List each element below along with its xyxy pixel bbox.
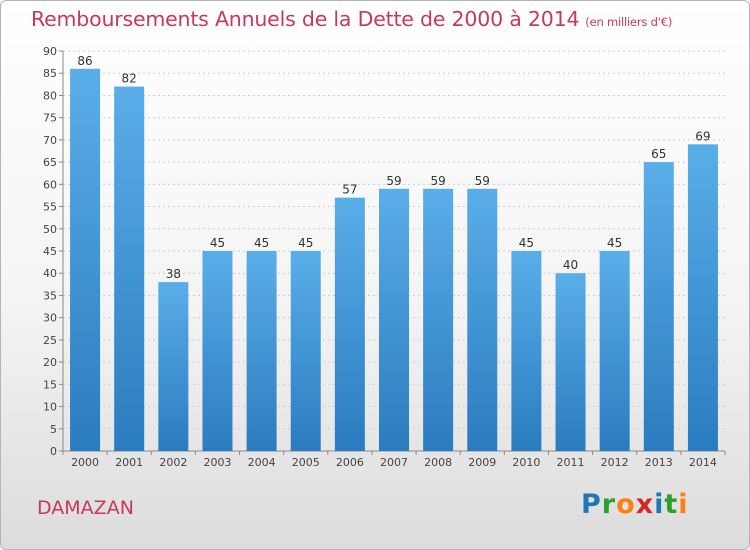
x-tick-label: 2001	[115, 456, 143, 469]
chart-title: Remboursements Annuels de la Dette de 20…	[31, 7, 672, 31]
bar	[423, 188, 454, 451]
y-tick-label: 65	[43, 156, 57, 169]
x-tick-label: 2005	[292, 456, 320, 469]
brand-letter: x	[635, 489, 655, 520]
bar-value-label: 40	[563, 258, 578, 272]
y-tick-label: 45	[43, 245, 57, 258]
brand-letter: P	[581, 489, 602, 520]
y-tick-label: 70	[43, 134, 57, 147]
bar-value-label: 82	[122, 72, 137, 86]
y-tick-label: 60	[43, 178, 57, 191]
brand-letter: r	[601, 489, 617, 520]
y-tick-label: 15	[43, 378, 57, 391]
x-tick-label: 2002	[159, 456, 187, 469]
bar	[599, 251, 630, 451]
brand-letter: i	[654, 489, 665, 520]
proxiti-logo: Proxiti	[581, 489, 689, 520]
bar-value-label: 45	[607, 236, 622, 250]
bar-value-label: 45	[298, 236, 313, 250]
bar	[334, 197, 365, 451]
bar	[158, 282, 189, 451]
y-tick-label: 0	[50, 445, 57, 458]
y-tick-label: 85	[43, 67, 57, 80]
y-tick-label: 50	[43, 223, 57, 236]
bar-value-label: 59	[430, 174, 445, 188]
bar-value-label: 38	[166, 267, 181, 281]
y-tick-label: 5	[50, 423, 57, 436]
x-tick-label: 2011	[557, 456, 585, 469]
x-tick-label: 2000	[71, 456, 99, 469]
bar	[290, 251, 321, 451]
y-tick-label: 25	[43, 334, 57, 347]
chart-unit: (en milliers d'€)	[585, 15, 673, 29]
brand-letter: t	[664, 489, 679, 520]
y-tick-label: 40	[43, 267, 57, 280]
bar	[687, 144, 718, 452]
y-tick-label: 20	[43, 356, 57, 369]
x-tick-label: 2007	[380, 456, 408, 469]
bars	[70, 68, 718, 452]
bar	[246, 251, 277, 451]
x-tick-label: 2006	[336, 456, 364, 469]
y-tick-label: 80	[43, 89, 57, 102]
bar-value-label: 59	[386, 174, 401, 188]
x-tick-label: 2003	[203, 456, 231, 469]
bar	[467, 188, 498, 451]
bar-value-label: 57	[342, 183, 357, 197]
y-tick-label: 10	[43, 401, 57, 414]
commune-name: DAMAZAN	[37, 497, 134, 519]
labels: 0 5 10 15 20 25 30 35 40 45 50 55 60 65 70 75 80 85 90 86 20…	[43, 45, 717, 469]
bar-value-label: 69	[695, 129, 710, 143]
x-tick-label: 2012	[601, 456, 629, 469]
bar-value-label: 59	[475, 174, 490, 188]
bar	[555, 273, 586, 451]
bar	[511, 251, 542, 451]
y-tick-label: 90	[43, 45, 57, 58]
bar	[114, 86, 145, 452]
y-tick-label: 75	[43, 112, 57, 125]
brand-letter: i	[678, 489, 689, 520]
bar-value-label: 45	[519, 236, 534, 250]
y-tick-label: 35	[43, 289, 57, 302]
x-tick-label: 2013	[645, 456, 673, 469]
x-tick-label: 2014	[689, 456, 717, 469]
bar	[643, 162, 674, 451]
bar-value-label: 45	[210, 236, 225, 250]
brand-letter: o	[616, 489, 636, 520]
y-tick-label: 55	[43, 201, 57, 214]
bar	[202, 251, 233, 451]
y-tick-label: 30	[43, 312, 57, 325]
bar	[379, 188, 409, 451]
bar-value-label: 65	[651, 147, 666, 161]
bar-value-label: 45	[254, 236, 269, 250]
x-tick-label: 2008	[424, 456, 452, 469]
bar-value-label: 86	[77, 54, 92, 68]
x-tick-label: 2010	[512, 456, 540, 469]
x-tick-label: 2004	[248, 456, 276, 469]
x-tick-label: 2009	[468, 456, 496, 469]
chart-title-text: Remboursements Annuels de la Dette de 20…	[31, 7, 580, 31]
bar	[70, 68, 101, 452]
